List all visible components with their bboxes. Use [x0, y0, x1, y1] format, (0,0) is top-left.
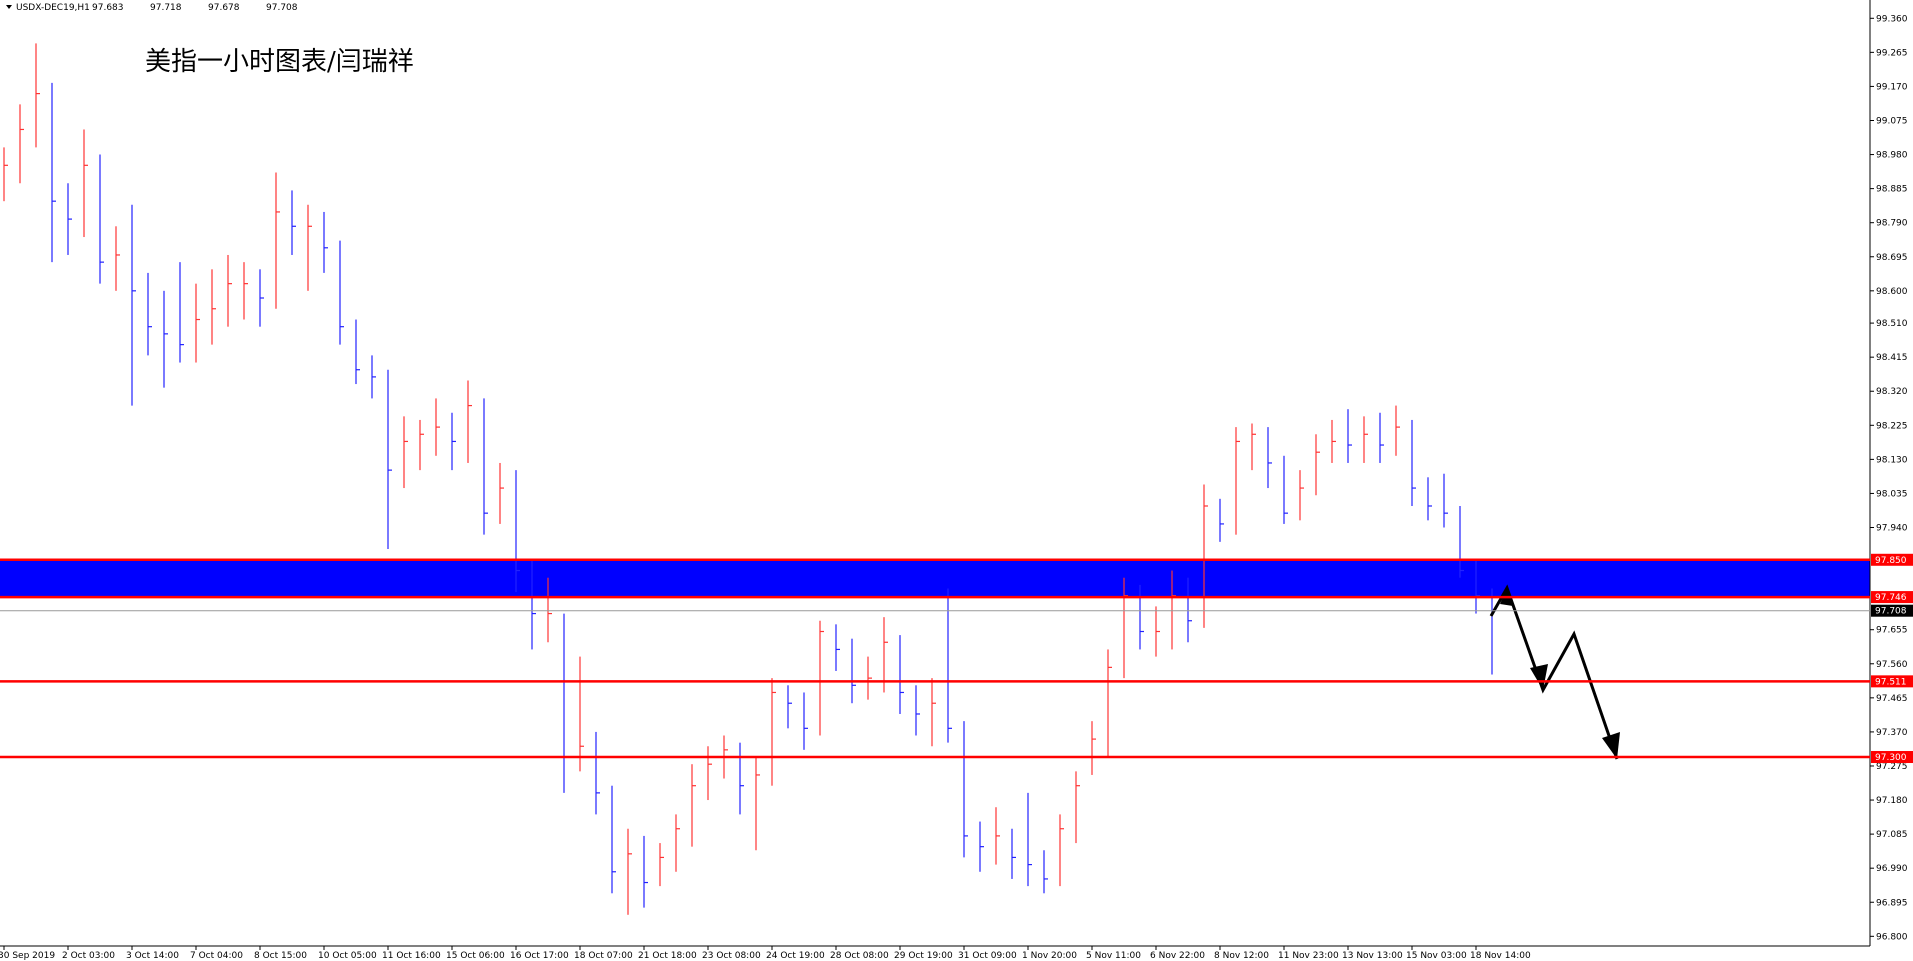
support-line-label: 97.511	[1875, 677, 1907, 687]
y-tick-label: 99.075	[1876, 116, 1908, 126]
x-tick-label: 28 Oct 08:00	[830, 951, 889, 961]
x-tick-label: 24 Oct 19:00	[766, 951, 825, 961]
x-tick-label: 13 Nov 13:00	[1342, 951, 1403, 961]
band-top-line-label: 97.850	[1875, 556, 1907, 566]
y-tick-label: 98.980	[1876, 151, 1908, 161]
band-bottom-line-tag	[1871, 591, 1913, 604]
symbol: USDX-DEC19,H1	[16, 3, 90, 13]
y-tick-label: 97.560	[1876, 660, 1908, 670]
x-tick-label: 3 Oct 14:00	[126, 951, 179, 961]
x-tick-label: 8 Oct 15:00	[254, 951, 307, 961]
y-tick-label: 99.360	[1876, 14, 1908, 24]
ohlc-low: 97.678	[208, 3, 240, 13]
ohlc-high: 97.718	[150, 3, 182, 13]
x-tick-label: 18 Nov 14:00	[1470, 951, 1531, 961]
y-tick-label: 98.695	[1876, 253, 1908, 263]
x-tick-label: 29 Oct 19:00	[894, 951, 953, 961]
x-tick-label: 1 Nov 20:00	[1022, 951, 1077, 961]
x-tick-label: 10 Oct 05:00	[318, 951, 377, 961]
y-tick-label: 99.265	[1876, 48, 1908, 58]
x-tick-label: 21 Oct 18:00	[638, 951, 697, 961]
band-top-line-tag	[1871, 553, 1913, 566]
y-tick-label: 98.035	[1876, 489, 1908, 499]
y-tick-label: 98.225	[1876, 421, 1908, 431]
y-tick-label: 97.465	[1876, 694, 1908, 704]
support-line-tag	[1871, 675, 1913, 688]
ohlc-open: 97.683	[92, 3, 124, 13]
x-tick-label: 16 Oct 17:00	[510, 951, 569, 961]
y-tick-label: 97.370	[1876, 728, 1908, 738]
y-tick-label: 96.990	[1876, 864, 1908, 874]
y-tick-label: 97.275	[1876, 762, 1908, 772]
x-tick-label: 7 Oct 04:00	[190, 951, 243, 961]
x-tick-label: 15 Nov 03:00	[1406, 951, 1467, 961]
y-tick-label: 99.170	[1876, 82, 1908, 92]
menu-arrow	[6, 5, 12, 9]
y-tick-label: 97.940	[1876, 524, 1908, 534]
x-tick-label: 6 Nov 22:00	[1150, 951, 1205, 961]
y-tick-label: 97.655	[1876, 626, 1908, 636]
x-tick-label: 8 Nov 12:00	[1214, 951, 1269, 961]
x-tick-label: 31 Oct 09:00	[958, 951, 1017, 961]
x-tick-label: 2 Oct 03:00	[62, 951, 115, 961]
y-tick-label: 98.510	[1876, 319, 1908, 329]
x-tick-label: 18 Oct 07:00	[574, 951, 633, 961]
y-tick-label: 97.180	[1876, 796, 1908, 806]
band-bottom-line-label: 97.746	[1875, 593, 1907, 603]
y-tick-label: 96.895	[1876, 898, 1908, 908]
x-tick-label: 5 Nov 11:00	[1086, 951, 1141, 961]
arrow-heads	[1500, 588, 1620, 759]
x-tick-label: 11 Oct 16:00	[382, 951, 441, 961]
resistance-band	[0, 559, 1870, 598]
y-tick-label: 98.885	[1876, 185, 1908, 195]
x-tick-label: 23 Oct 08:00	[702, 951, 761, 961]
current-price-tag	[1871, 604, 1913, 617]
y-tick-label: 98.790	[1876, 219, 1908, 229]
y-tick-label: 97.085	[1876, 830, 1908, 840]
arrow-head	[1602, 732, 1620, 759]
y-tick-label: 98.130	[1876, 455, 1908, 465]
support-line-label: 97.300	[1875, 753, 1907, 763]
price-bars	[0, 43, 1870, 915]
ohlc-close: 97.708	[266, 3, 298, 13]
y-tick-label: 98.600	[1876, 287, 1908, 297]
x-tick-label: 15 Oct 06:00	[446, 951, 505, 961]
x-tick-label: 11 Nov 23:00	[1278, 951, 1339, 961]
arrow-head	[1530, 664, 1548, 690]
y-tick-label: 98.415	[1876, 353, 1908, 363]
support-line-tag	[1871, 751, 1913, 764]
current-price-label: 97.708	[1875, 607, 1907, 617]
y-tick-label: 96.800	[1876, 932, 1908, 942]
x-tick-label: 30 Sep 2019	[0, 951, 55, 961]
annotation: 美指一小时图表/闫瑞祥	[145, 47, 414, 77]
y-tick-label: 98.320	[1876, 387, 1908, 397]
